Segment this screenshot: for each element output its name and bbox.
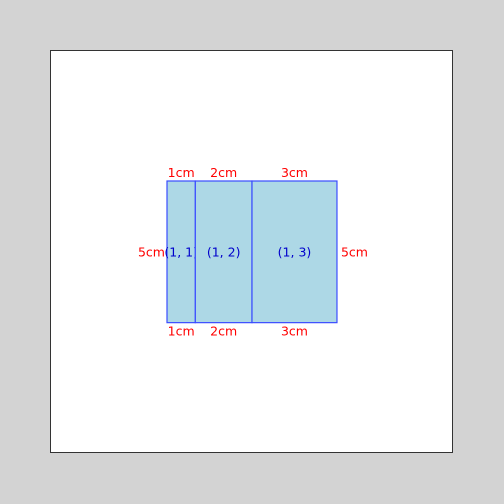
- cell-label-1: (1, 1): [164, 244, 198, 259]
- top-dimension-2: 2cm: [210, 165, 237, 180]
- top-dimension-1: 1cm: [168, 165, 195, 180]
- bottom-dimension-3: 3cm: [281, 324, 308, 339]
- cell-label-3: (1, 3): [278, 244, 312, 259]
- right-dimension: 5cm: [341, 244, 368, 259]
- grid-cell-2: [194, 180, 253, 324]
- left-dimension: 5cm: [138, 244, 165, 259]
- grid-cell-1: [166, 180, 196, 324]
- grid-cell-3: [251, 180, 338, 324]
- top-dimension-3: 3cm: [281, 165, 308, 180]
- bottom-dimension-2: 2cm: [210, 324, 237, 339]
- cell-label-2: (1, 2): [207, 244, 241, 259]
- bottom-dimension-1: 1cm: [168, 324, 195, 339]
